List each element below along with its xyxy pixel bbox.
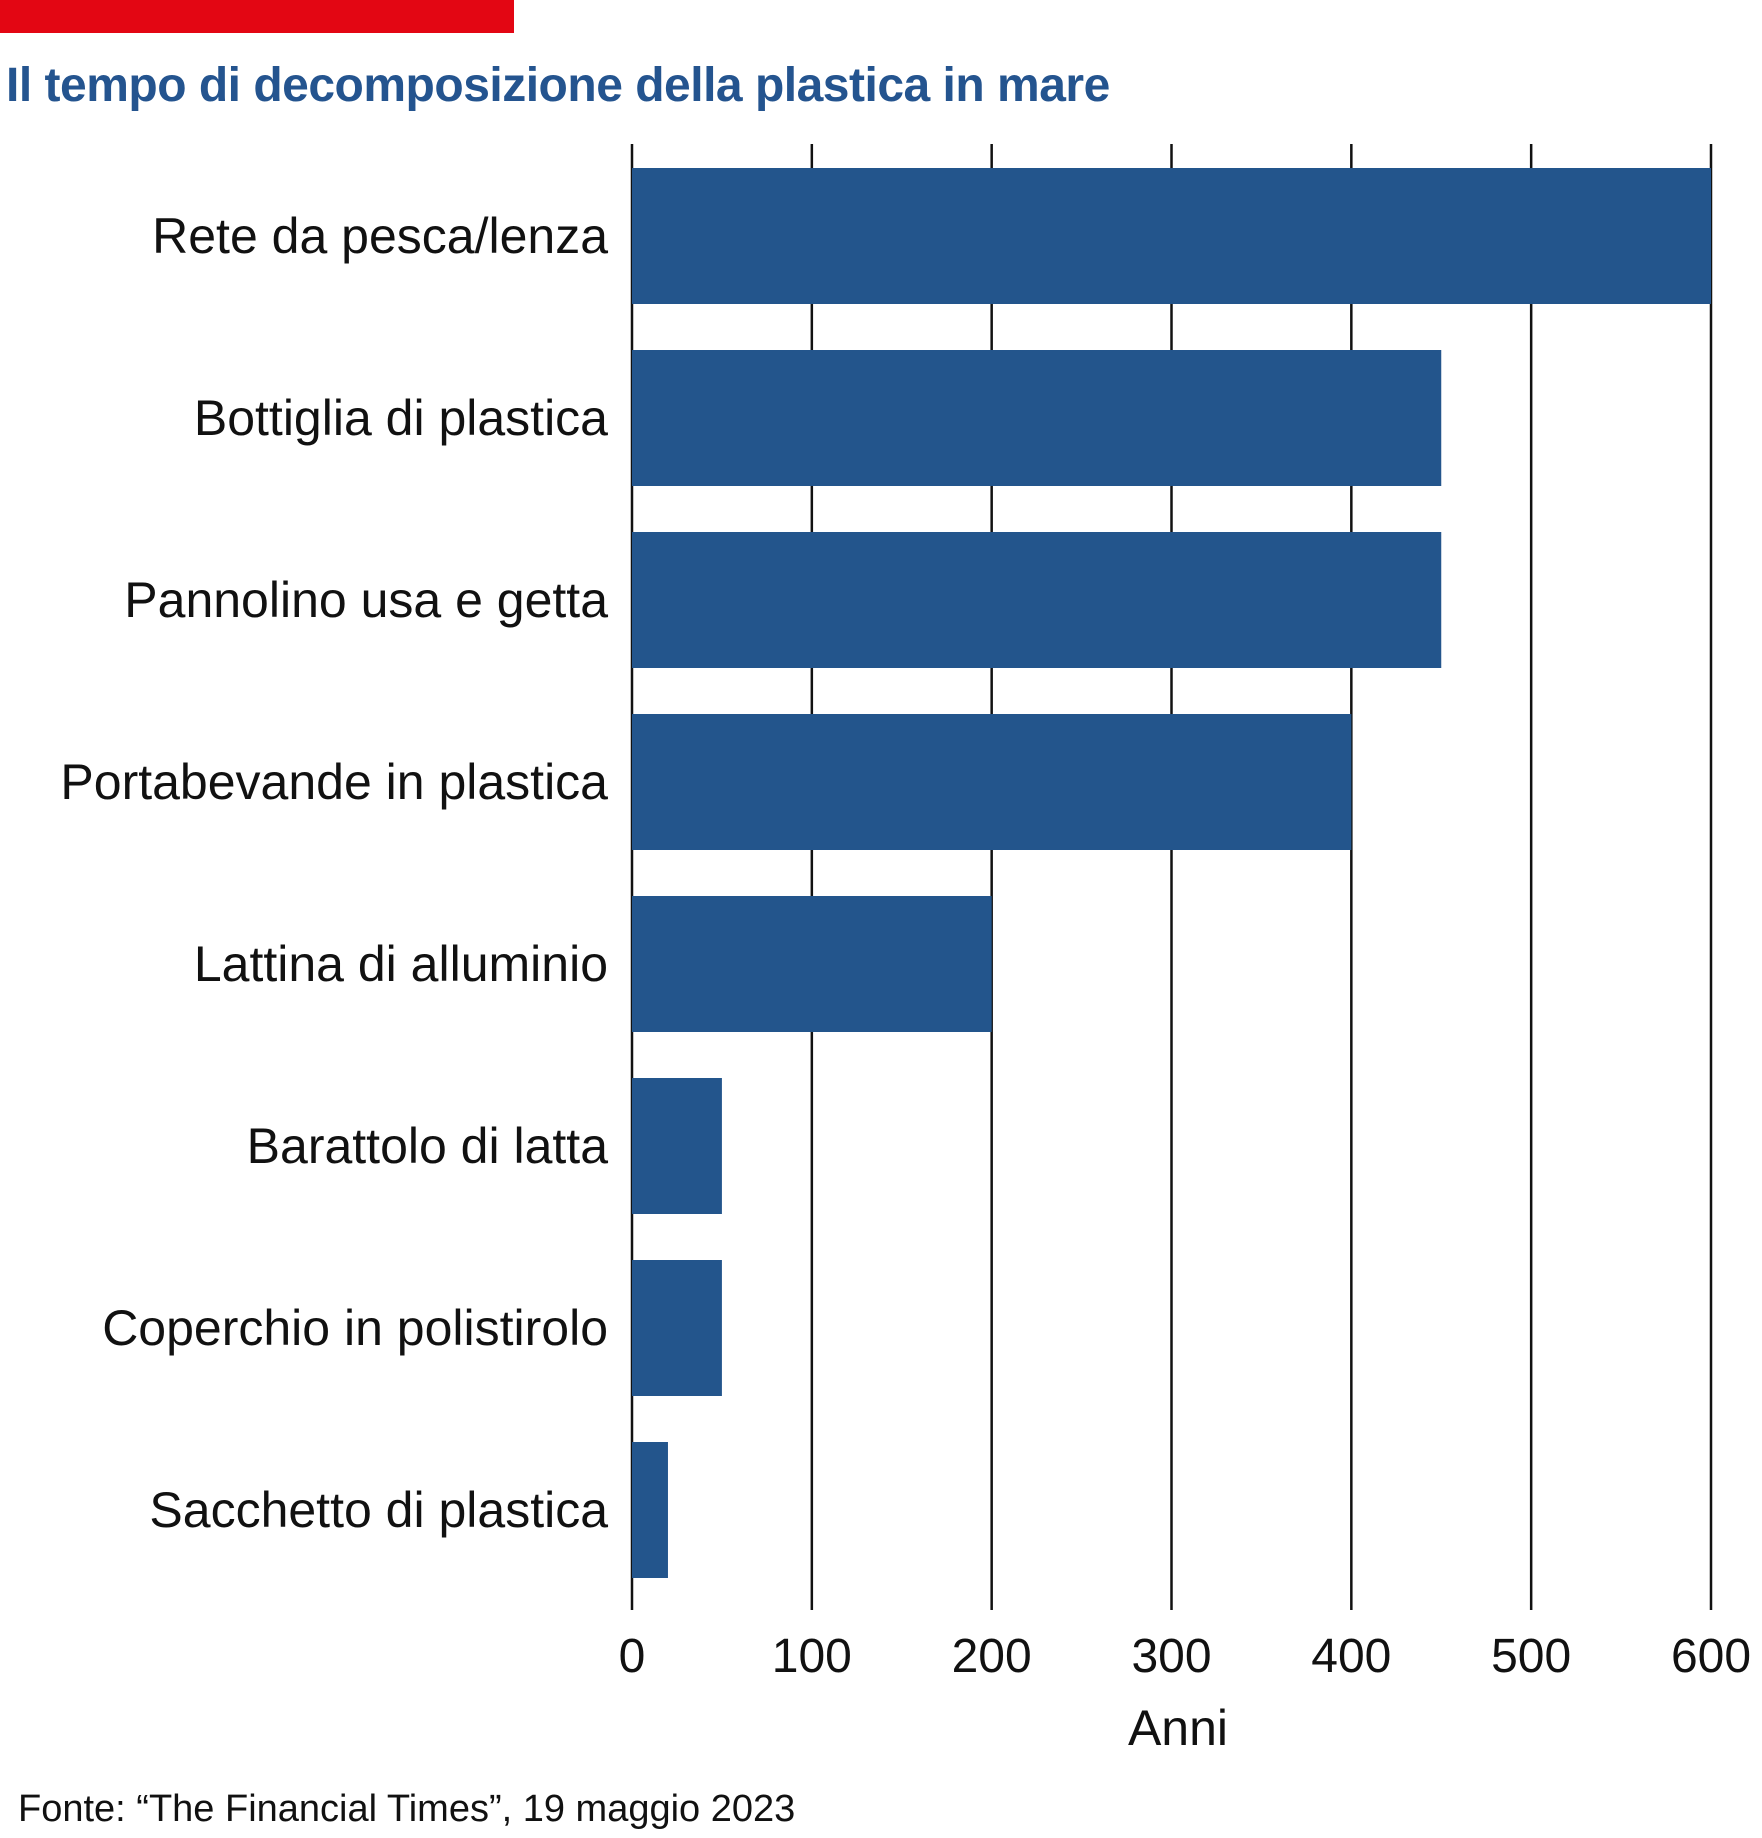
category-label: Barattolo di latta [247, 1118, 609, 1174]
bar [632, 532, 1442, 668]
chart-title: Il tempo di decomposizione della plastic… [6, 59, 1110, 112]
x-tick-label: 100 [772, 1630, 852, 1683]
category-label: Coperchio in polistirolo [102, 1300, 608, 1356]
category-labels: Rete da pesca/lenza Bottiglia di plastica… [60, 208, 608, 1538]
category-label: Bottiglia di plastica [194, 390, 608, 446]
x-tick-label: 400 [1311, 1630, 1391, 1683]
x-tick-label: 500 [1491, 1630, 1571, 1683]
x-tick-labels: 0 100 200 300 400 500 600 [619, 1630, 1751, 1683]
category-label: Pannolino usa e getta [124, 572, 608, 628]
x-tick-label: 0 [619, 1630, 646, 1683]
bar [632, 168, 1711, 304]
category-label: Portabevande in plastica [60, 754, 608, 810]
category-label: Lattina di alluminio [194, 936, 608, 992]
source-note: Fonte: “The Financial Times”, 19 maggio … [18, 1788, 796, 1830]
bar [632, 1442, 668, 1578]
bar [632, 1260, 722, 1396]
bar [632, 350, 1442, 486]
bar [632, 896, 992, 1032]
category-label: Sacchetto di plastica [149, 1482, 608, 1538]
x-axis-title: Anni [1128, 1700, 1228, 1756]
x-tick-label: 300 [1131, 1630, 1211, 1683]
bar [632, 714, 1352, 850]
bars [632, 168, 1711, 1578]
x-tick-label: 200 [952, 1630, 1032, 1683]
x-tick-label: 600 [1671, 1630, 1751, 1683]
category-label: Rete da pesca/lenza [152, 208, 608, 264]
accent-bar [0, 0, 514, 33]
bar [632, 1078, 722, 1214]
